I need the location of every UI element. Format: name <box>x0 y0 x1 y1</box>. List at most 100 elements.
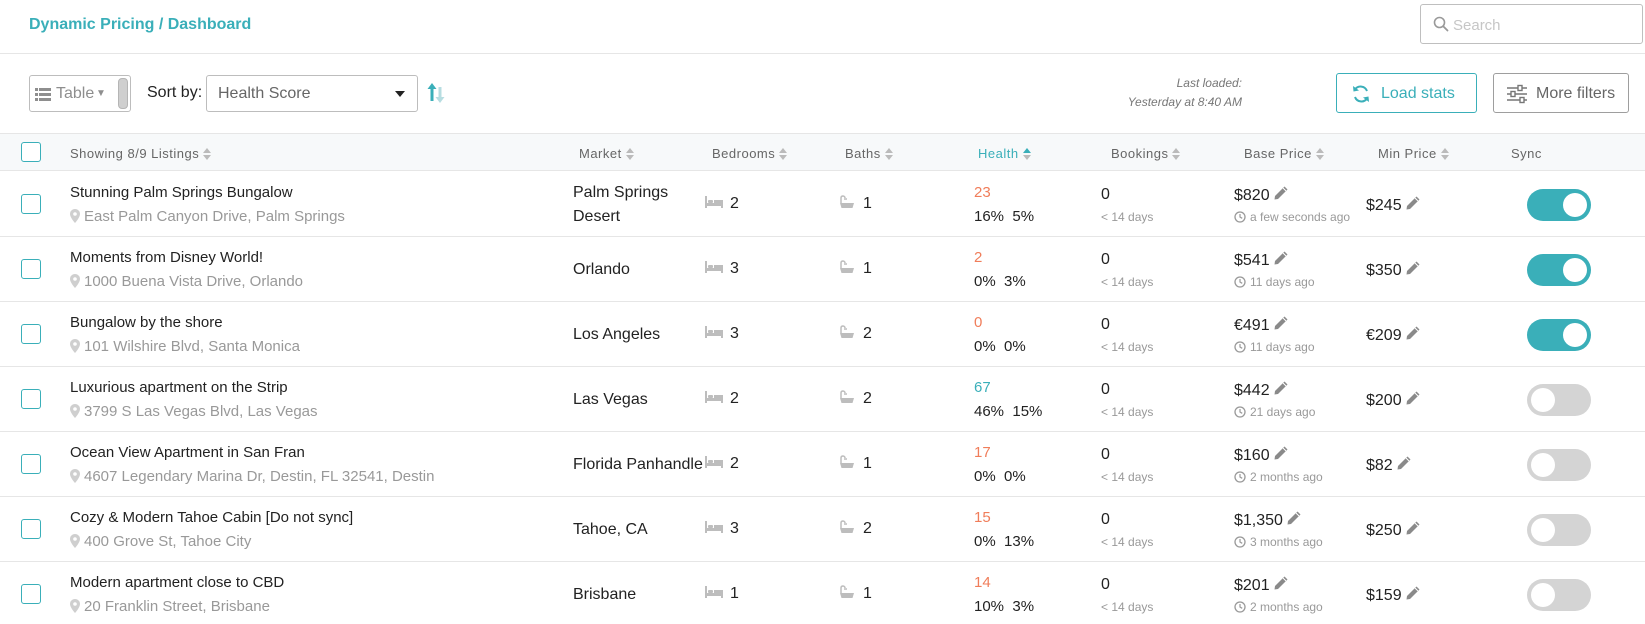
clock-icon <box>1234 405 1250 419</box>
more-filters-label: More filters <box>1536 85 1616 102</box>
column-header-health[interactable]: Health <box>978 146 1031 161</box>
sync-toggle[interactable] <box>1527 514 1591 546</box>
pencil-icon[interactable] <box>1270 251 1289 269</box>
table-row[interactable]: Bungalow by the shore 101 Wilshire Blvd, … <box>0 302 1645 367</box>
base-price: $1,350 <box>1234 510 1302 530</box>
market: Los Angeles <box>573 326 661 343</box>
base-price: €491 <box>1234 315 1289 335</box>
toggle-knob <box>1563 258 1587 282</box>
base-price: $820 <box>1234 185 1289 205</box>
bookings-count: 0 <box>1101 251 1110 268</box>
sync-toggle[interactable] <box>1527 449 1591 481</box>
pencil-icon[interactable] <box>1402 521 1421 539</box>
pencil-icon[interactable] <box>1270 446 1289 464</box>
listing-name[interactable]: Ocean View Apartment in San Fran <box>70 444 305 461</box>
sort-direction-icon[interactable] <box>426 81 446 105</box>
base-price-updated: 21 days ago <box>1234 405 1315 419</box>
pencil-icon[interactable] <box>1402 586 1421 604</box>
listing-name[interactable]: Stunning Palm Springs Bungalow <box>70 184 293 201</box>
clock-icon <box>1234 535 1250 549</box>
health-percentages: 0% 13% <box>974 533 1035 550</box>
listing-address: 4607 Legendary Marina Dr, Destin, FL 325… <box>70 468 434 485</box>
table-header: Showing 8/9 Listings Market Bedrooms Bat… <box>0 133 1645 171</box>
map-pin-icon <box>70 598 84 615</box>
last-loaded-value: Yesterday at 8:40 AM <box>1127 95 1242 109</box>
list-view-icon <box>35 88 51 101</box>
row-checkbox[interactable] <box>21 454 41 474</box>
column-header-market[interactable]: Market <box>579 146 634 161</box>
table-row[interactable]: Luxurious apartment on the Strip 3799 S L… <box>0 367 1645 432</box>
sliders-icon <box>1507 84 1527 104</box>
table-row[interactable]: Moments from Disney World! 1000 Buena Vis… <box>0 237 1645 302</box>
map-pin-icon <box>70 468 84 485</box>
table-row[interactable]: Stunning Palm Springs Bungalow East Palm … <box>0 172 1645 237</box>
table-row[interactable]: Cozy & Modern Tahoe Cabin [Do not sync] 4… <box>0 497 1645 562</box>
health-score: 23 <box>974 184 991 201</box>
column-header-min-price[interactable]: Min Price <box>1378 146 1449 161</box>
listing-name[interactable]: Luxurious apartment on the Strip <box>70 379 288 396</box>
clock-icon <box>1234 340 1250 354</box>
sync-toggle[interactable] <box>1527 319 1591 351</box>
caret-down-icon <box>395 91 405 97</box>
pencil-icon[interactable] <box>1402 196 1421 214</box>
select-all-checkbox[interactable] <box>21 142 41 162</box>
row-checkbox[interactable] <box>21 324 41 344</box>
sort-arrows-icon <box>884 147 893 160</box>
more-filters-button[interactable]: More filters <box>1493 73 1629 113</box>
pencil-icon[interactable] <box>1393 456 1412 474</box>
pencil-icon[interactable] <box>1270 381 1289 399</box>
sync-toggle[interactable] <box>1527 384 1591 416</box>
column-header-baths[interactable]: Baths <box>845 146 893 161</box>
pencil-icon[interactable] <box>1283 511 1302 529</box>
market: Tahoe, CA <box>573 521 648 538</box>
sync-toggle[interactable] <box>1527 254 1591 286</box>
row-checkbox[interactable] <box>21 194 41 214</box>
listing-name[interactable]: Bungalow by the shore <box>70 314 223 331</box>
table-row[interactable]: Ocean View Apartment in San Fran 4607 Leg… <box>0 432 1645 497</box>
load-stats-button[interactable]: Load stats <box>1336 73 1477 113</box>
clock-icon <box>1234 600 1250 614</box>
column-header-bedrooms[interactable]: Bedrooms <box>712 146 788 161</box>
map-pin-icon <box>70 338 84 355</box>
search-input[interactable] <box>1453 13 1633 37</box>
sync-toggle[interactable] <box>1527 189 1591 221</box>
pencil-icon[interactable] <box>1270 186 1289 204</box>
clock-icon <box>1234 470 1250 484</box>
column-header-listings[interactable]: Showing 8/9 Listings <box>70 146 212 161</box>
sync-toggle[interactable] <box>1527 579 1591 611</box>
search-box[interactable] <box>1420 4 1643 44</box>
bookings-count: 0 <box>1101 316 1110 333</box>
sort-arrows-icon <box>1022 147 1031 160</box>
pencil-icon[interactable] <box>1402 391 1421 409</box>
row-checkbox[interactable] <box>21 584 41 604</box>
row-checkbox[interactable] <box>21 389 41 409</box>
caret-down-icon: ▼ <box>96 88 106 99</box>
row-checkbox[interactable] <box>21 259 41 279</box>
listing-name[interactable]: Moments from Disney World! <box>70 249 264 266</box>
column-header-bookings[interactable]: Bookings <box>1111 146 1181 161</box>
table-row[interactable]: Modern apartment close to CBD 20 Franklin… <box>0 562 1645 624</box>
bookings-window: < 14 days <box>1101 535 1154 549</box>
pencil-icon[interactable] <box>1270 316 1289 334</box>
health-percentages: 0% 0% <box>974 468 1026 485</box>
health-score: 14 <box>974 574 991 591</box>
resize-handle[interactable] <box>118 78 128 109</box>
sort-select[interactable]: Health Score <box>206 75 418 112</box>
search-icon <box>1433 16 1449 32</box>
view-select[interactable]: Table ▼ <box>29 75 131 112</box>
last-loaded: Last loaded: Yesterday at 8:40 AM <box>1128 74 1242 112</box>
column-header-base-price[interactable]: Base Price <box>1244 146 1324 161</box>
listing-name[interactable]: Cozy & Modern Tahoe Cabin [Do not sync] <box>70 509 354 526</box>
pencil-icon[interactable] <box>1270 576 1289 594</box>
pencil-icon[interactable] <box>1402 326 1421 344</box>
listing-name[interactable]: Modern apartment close to CBD <box>70 574 285 591</box>
sort-arrows-icon <box>625 147 634 160</box>
bookings-window: < 14 days <box>1101 340 1154 354</box>
pencil-icon[interactable] <box>1402 261 1421 279</box>
breadcrumb[interactable]: Dynamic Pricing / Dashboard <box>29 16 252 33</box>
health-score: 0 <box>974 314 983 331</box>
market: Florida Panhandle <box>573 456 703 473</box>
min-price: €209 <box>1366 325 1421 345</box>
market: Orlando <box>573 261 630 278</box>
row-checkbox[interactable] <box>21 519 41 539</box>
